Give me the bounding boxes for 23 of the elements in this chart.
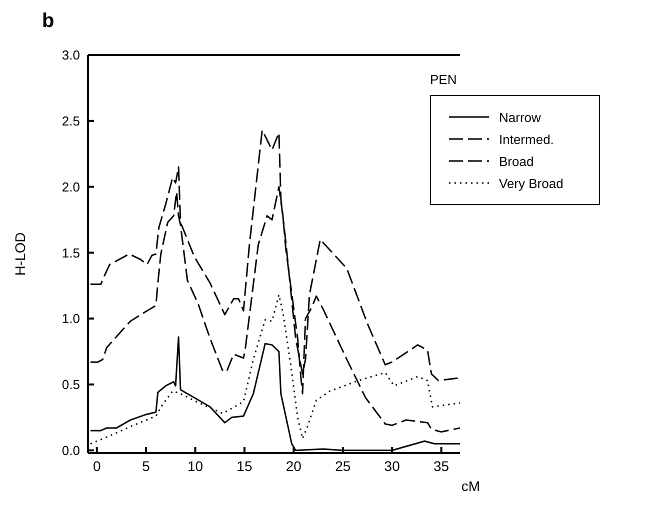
legend-label: Narrow: [499, 110, 541, 124]
y-tick-label: 1.5: [62, 245, 80, 260]
x-tick-label: 25: [335, 458, 351, 474]
y-tick-label: 2.0: [62, 179, 80, 194]
x-tick-label: 20: [286, 458, 302, 474]
y-tick-label: 3.0: [62, 48, 80, 63]
y-tick-label: 1.0: [62, 311, 80, 326]
y-tick-label: 2.5: [62, 114, 80, 129]
x-axis-title: cM: [461, 478, 480, 494]
y-tick-label: 0.0: [62, 442, 80, 458]
legend-label: Broad: [499, 154, 534, 168]
y-axis-title: H-LOD: [12, 232, 28, 276]
x-tick-label: 30: [384, 458, 400, 474]
legend-title: PEN: [430, 72, 458, 87]
x-tick-label: 10: [187, 458, 204, 474]
x-tick-label: 5: [142, 458, 150, 474]
text: b: [42, 10, 54, 33]
legend-label: Very Broad: [499, 176, 564, 190]
x-tick-label: 15: [236, 458, 252, 474]
legend-label: Intermed.: [499, 132, 554, 146]
x-tick-label: 35: [434, 458, 450, 474]
y-tick-label: 0.5: [62, 377, 80, 392]
x-tick-label: 0: [92, 458, 101, 474]
